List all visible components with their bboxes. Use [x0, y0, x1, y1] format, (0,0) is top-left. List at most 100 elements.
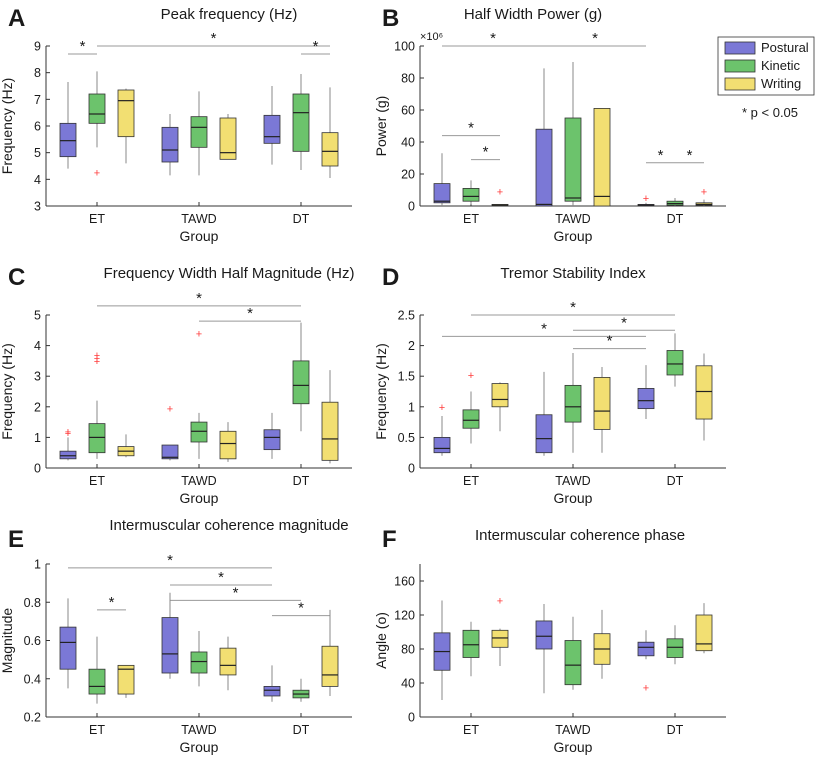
legend-label-kinetic: Kinetic: [761, 58, 801, 73]
box-writing: [695, 365, 713, 420]
legend-swatch-kinetic: [724, 59, 756, 73]
panel-title: Tremor Stability Index: [500, 265, 646, 282]
y-tick-label: 0: [408, 462, 415, 476]
x-tick-label: TAWD: [181, 474, 216, 488]
y-tick-label: 60: [401, 104, 415, 118]
box-writing: [321, 132, 339, 167]
box-writing: [593, 377, 611, 430]
box-writing: [593, 108, 611, 207]
panel-letter: E: [8, 526, 24, 553]
outlier-marker: +: [701, 187, 707, 199]
panel-letter: D: [382, 264, 399, 291]
panel-letter: F: [382, 526, 397, 553]
y-tick-label: 9: [34, 40, 41, 54]
y-tick-label: 0: [408, 200, 415, 214]
y-tick-label: 3: [34, 200, 41, 214]
box-writing: [321, 645, 339, 687]
box-writing: [117, 89, 135, 138]
y-tick-label: 1: [34, 558, 41, 572]
box-postural: [535, 128, 553, 207]
x-tick-label: DT: [293, 212, 310, 226]
legend: Postural Kinetic Writing * p < 0.05: [717, 36, 815, 120]
box-writing: [117, 664, 135, 695]
panel-a: A Peak frequency (Hz) 3 4 5 6 7 8 9 ET TAWD DT Group…: [0, 5, 352, 244]
panel-f: F Intermuscular coherence phase 0 40 80 120 16…: [373, 526, 726, 755]
y-axis-label: Frequency (Hz): [373, 343, 389, 439]
y-tick-label: 5: [34, 146, 41, 160]
box-postural: [637, 641, 655, 657]
significance-star: *: [490, 30, 496, 47]
box-postural: [433, 183, 451, 204]
box-writing: [491, 383, 509, 408]
box-kinetic: [292, 360, 310, 405]
y-tick-label: 0.2: [24, 711, 41, 725]
y-tick-label: 120: [394, 609, 415, 623]
outlier-marker: +: [196, 328, 202, 340]
significance-star: *: [607, 333, 613, 350]
y-tick-label: 0.6: [24, 634, 41, 648]
significance-star: *: [468, 120, 474, 137]
outlier-marker: +: [94, 353, 100, 365]
legend-label-writing: Writing: [761, 76, 801, 91]
x-tick-label: DT: [667, 474, 684, 488]
panel-letter: A: [8, 5, 25, 32]
outlier-marker: +: [643, 193, 649, 205]
panel-c: C Frequency Width Half Magnitude (Hz) 0 1 2 3…: [0, 264, 354, 506]
box-kinetic: [666, 350, 684, 376]
outlier-marker: +: [65, 428, 71, 440]
box-kinetic: [88, 423, 106, 454]
y-tick-label: 40: [401, 677, 415, 691]
box-kinetic: [190, 651, 208, 674]
box-postural: [263, 114, 281, 144]
x-axis-label: Group: [554, 228, 593, 244]
box-postural: [637, 388, 655, 410]
box-kinetic: [564, 117, 582, 202]
x-tick-label: DT: [293, 474, 310, 488]
x-axis-label: Group: [180, 739, 219, 755]
x-tick-label: ET: [89, 474, 105, 488]
x-tick-label: DT: [667, 212, 684, 226]
box-postural: [161, 617, 179, 674]
x-tick-label: TAWD: [555, 723, 590, 737]
box-writing: [219, 117, 237, 160]
y-axis-label: Angle (o): [373, 612, 389, 669]
y-tick-label: 0.5: [398, 431, 415, 445]
box-postural: [535, 414, 553, 454]
y-tick-label: 5: [34, 309, 41, 323]
y-tick-label: 80: [401, 72, 415, 86]
x-axis-label: Group: [180, 490, 219, 506]
outlier-marker: +: [94, 350, 100, 362]
box-postural: [161, 444, 179, 460]
legend-swatch-postural: [724, 41, 756, 55]
box-postural: [263, 429, 281, 451]
y-tick-label: 4: [34, 173, 41, 187]
box-kinetic: [666, 638, 684, 658]
significance-star: *: [483, 144, 489, 161]
y-tick-label: 1.5: [398, 370, 415, 384]
x-tick-label: ET: [89, 212, 105, 226]
outlier-marker: +: [65, 426, 71, 438]
box-writing: [219, 430, 237, 460]
significance-star: *: [298, 600, 304, 617]
significance-star: *: [658, 147, 664, 164]
x-tick-label: ET: [89, 723, 105, 737]
outlier-marker: +: [94, 168, 100, 180]
significance-star: *: [570, 299, 576, 316]
box-writing: [491, 629, 509, 648]
y-tick-label: 8: [34, 66, 41, 80]
y-axis-label: Frequency (Hz): [0, 343, 15, 439]
x-axis-label: Group: [180, 228, 219, 244]
panel-b: B Half Width Power (g) 0 20 40 60 80 100 ×10⁶ ET T…: [373, 5, 726, 244]
panels-layer: A Peak frequency (Hz) 3 4 5 6 7 8 9 ET TAWD DT Group…: [0, 5, 726, 755]
panel-title: Intermuscular coherence magnitude: [109, 517, 348, 534]
significance-star: *: [196, 290, 202, 307]
x-tick-label: DT: [667, 723, 684, 737]
box-kinetic: [564, 640, 582, 686]
significance-star: *: [621, 314, 627, 331]
y-tick-label: 4: [34, 339, 41, 353]
box-kinetic: [88, 668, 106, 695]
box-kinetic: [462, 187, 480, 202]
box-postural: [59, 450, 77, 460]
panel-title: Peak frequency (Hz): [161, 6, 298, 23]
